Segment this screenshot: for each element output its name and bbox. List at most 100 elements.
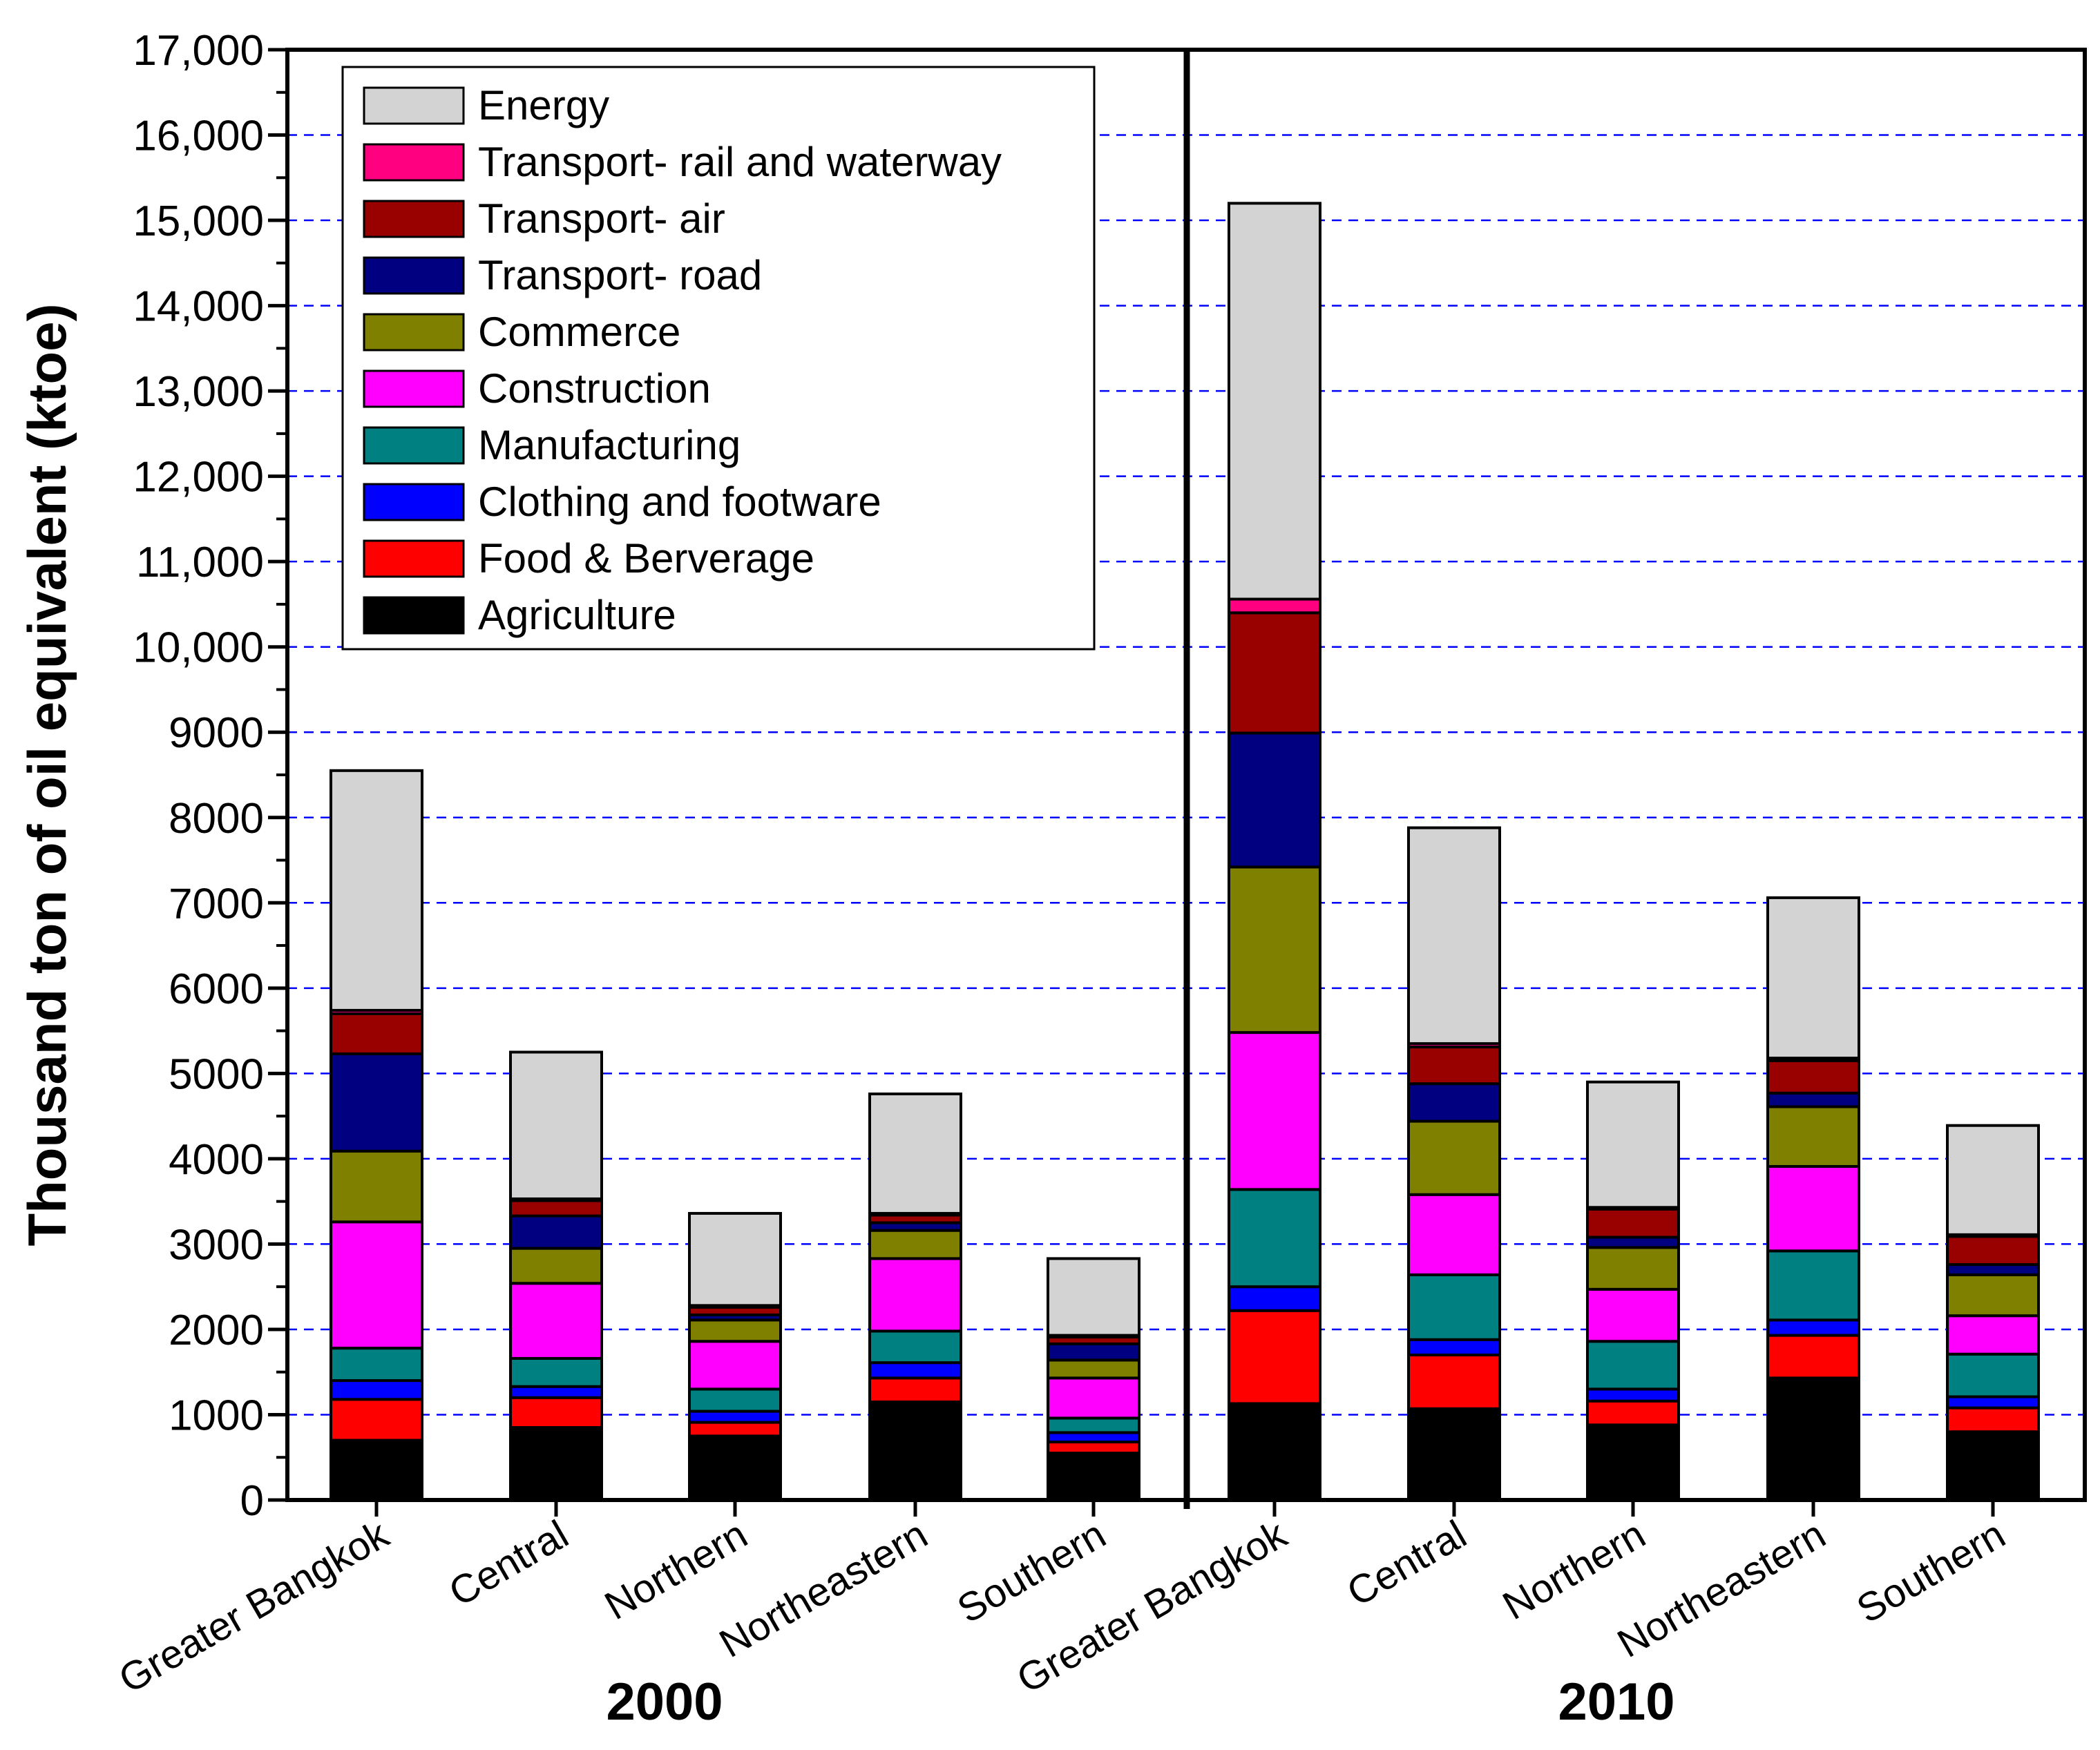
bar-segment — [1228, 1031, 1321, 1191]
bar-segment — [868, 1400, 962, 1501]
bar-segment — [1946, 1395, 2040, 1410]
bar-segment — [1228, 597, 1321, 615]
legend-label: Construction — [478, 365, 711, 412]
bar-segment — [330, 769, 423, 1012]
y-tick-label: 2000 — [169, 1307, 264, 1354]
bar-segment — [1228, 202, 1321, 601]
legend-swatch — [363, 369, 465, 408]
bar-segment — [509, 1426, 603, 1501]
bar-segment — [1047, 1376, 1140, 1420]
bar-segment — [868, 1329, 962, 1365]
bar-segment — [1586, 1340, 1680, 1391]
bar-segment — [1407, 1193, 1501, 1276]
bar-segment — [330, 1398, 423, 1442]
bar-segment — [688, 1421, 782, 1438]
legend-swatch — [363, 426, 465, 465]
bar-segment — [868, 1257, 962, 1333]
bar-segment — [1586, 1235, 1680, 1249]
legend-label: Manufacturing — [478, 422, 741, 468]
bar-segment — [1407, 826, 1501, 1046]
bar-segment — [1766, 1334, 1860, 1380]
legend-swatch — [363, 256, 465, 295]
bar-segment — [1407, 1082, 1501, 1123]
period-label: 2000 — [606, 1673, 723, 1731]
bar-segment — [509, 1214, 603, 1250]
bar-segment — [1946, 1430, 2040, 1502]
bar-segment — [1407, 1338, 1501, 1356]
bar-segment — [868, 1229, 962, 1260]
bar-segment — [1407, 1354, 1501, 1410]
bar-segment — [1766, 1249, 1860, 1322]
bar-segment — [1766, 1376, 1860, 1501]
bar-segment — [868, 1093, 962, 1215]
x-tick-label: Northern — [1496, 1512, 1653, 1628]
x-tick-label: Southern — [950, 1512, 1113, 1632]
bar-segment — [1228, 611, 1321, 735]
y-tick-label: 10,000 — [133, 624, 264, 672]
y-tick-label: 15,000 — [133, 198, 264, 245]
legend-label: Food & Berverage — [478, 535, 814, 581]
y-tick-label: 4000 — [169, 1136, 264, 1184]
bar-segment — [1407, 1046, 1501, 1086]
bar-segment — [1766, 896, 1860, 1060]
legend-swatch — [363, 200, 465, 238]
y-axis-ticks: 0 1000 2000 3000 4000 5000 6000 7000 8000 9000 10,… — [133, 27, 287, 1525]
bar-segment — [1586, 1287, 1680, 1343]
bar-segment — [1946, 1124, 2040, 1236]
legend-label: Transport- rail and waterway — [478, 139, 1002, 185]
y-tick-label: 14,000 — [133, 283, 264, 331]
bar-segment — [868, 1376, 962, 1403]
bars — [330, 202, 2040, 1502]
bar-segment — [1586, 1246, 1680, 1291]
bar-segment — [1946, 1314, 2040, 1356]
bar-segment — [330, 1052, 423, 1153]
bar-segment — [1047, 1257, 1140, 1337]
y-tick-label: 8000 — [169, 795, 264, 843]
legend: Energy Transport- rail and waterway Transp… — [341, 66, 1096, 651]
bar-segment — [1407, 1119, 1501, 1196]
bar-segment — [1766, 1059, 1860, 1095]
bar-segment — [509, 1199, 603, 1218]
bar-segment — [330, 1149, 423, 1224]
bar-segment — [1946, 1273, 2040, 1318]
legend-label: Transport- air — [478, 195, 725, 242]
bar-segment — [1407, 1273, 1501, 1341]
y-tick-label: 11,000 — [136, 539, 264, 586]
bar-segment — [509, 1396, 603, 1429]
bar-segment — [1047, 1358, 1140, 1380]
bar-segment — [1407, 1407, 1501, 1501]
bar-segment — [688, 1340, 782, 1391]
legend-swatch — [363, 483, 465, 521]
bar-segment — [1047, 1441, 1140, 1455]
bar-segment — [1586, 1080, 1680, 1209]
y-tick-label: 9000 — [169, 709, 264, 757]
y-tick-label: 13,000 — [133, 368, 264, 416]
bar-segment — [330, 1220, 423, 1350]
legend-label: Commerce — [478, 309, 680, 355]
bar-segment — [1586, 1423, 1680, 1502]
bar-segment — [509, 1050, 603, 1200]
y-tick-label: 3000 — [169, 1221, 264, 1269]
legend-label: Clothing and footware — [478, 479, 881, 525]
bar-segment — [1766, 1091, 1860, 1108]
x-tick-label: Southern — [1849, 1512, 2012, 1632]
x-tick-label: Northern — [598, 1512, 755, 1628]
bar-segment — [509, 1356, 603, 1388]
bar-segment — [1228, 1309, 1321, 1405]
bar-segment — [1228, 1188, 1321, 1289]
y-axis-title: Thousand ton of oil equivalent (ktoe) — [17, 304, 77, 1247]
bar-segment — [1047, 1416, 1140, 1434]
legend-label: Agriculture — [478, 592, 676, 638]
legend-swatch — [363, 596, 465, 635]
bar-segment — [688, 1211, 782, 1307]
bar-segment — [509, 1247, 603, 1285]
x-tick-label: Central — [1339, 1512, 1473, 1615]
legend-label: Transport- road — [478, 252, 762, 298]
y-tick-label: 17,000 — [133, 27, 264, 75]
bar-segment — [1586, 1399, 1680, 1427]
bar-segment — [1946, 1352, 2040, 1398]
y-tick-label: 12,000 — [133, 454, 264, 501]
bar-segment — [1047, 1431, 1140, 1444]
y-tick-label: 6000 — [169, 965, 264, 1013]
